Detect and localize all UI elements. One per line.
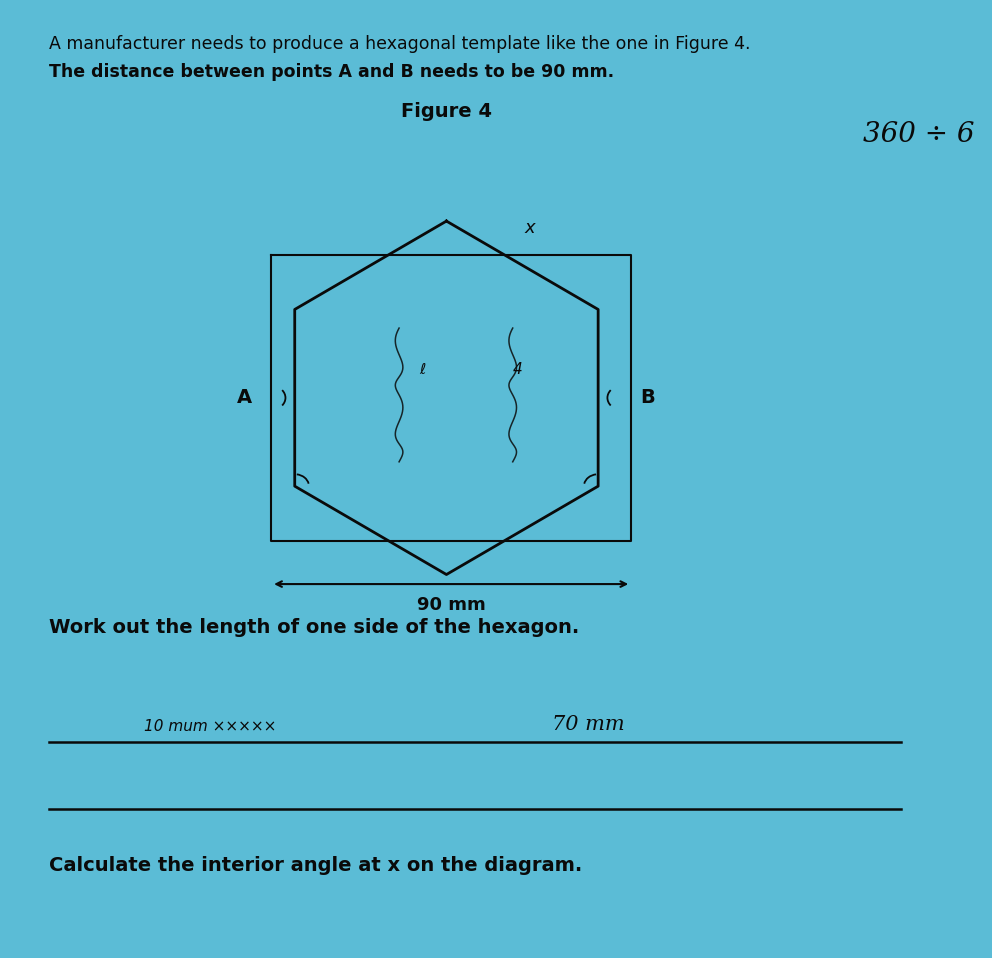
Text: B: B bbox=[641, 388, 656, 407]
Text: Calculate the interior angle at x on the diagram.: Calculate the interior angle at x on the… bbox=[49, 856, 582, 876]
Text: 4: 4 bbox=[513, 362, 523, 376]
Text: A: A bbox=[237, 388, 252, 407]
Text: A manufacturer needs to produce a hexagonal template like the one in Figure 4.: A manufacturer needs to produce a hexago… bbox=[49, 34, 750, 53]
Text: ℓ: ℓ bbox=[420, 362, 426, 376]
Text: 10 mum ×××××: 10 mum ××××× bbox=[144, 719, 276, 734]
Text: x: x bbox=[524, 219, 535, 238]
Text: Figure 4: Figure 4 bbox=[401, 102, 492, 121]
Text: 90 mm: 90 mm bbox=[417, 596, 485, 613]
Text: 70 mm: 70 mm bbox=[553, 715, 625, 734]
Text: The distance between points A and B needs to be 90 mm.: The distance between points A and B need… bbox=[49, 63, 614, 81]
Text: Work out the length of one side of the hexagon.: Work out the length of one side of the h… bbox=[49, 618, 579, 636]
Text: 360 ÷ 6: 360 ÷ 6 bbox=[863, 121, 974, 148]
